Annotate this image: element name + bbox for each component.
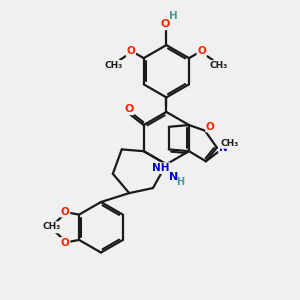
Text: NH: NH <box>152 163 170 173</box>
Text: CH₃: CH₃ <box>105 61 123 70</box>
Text: O: O <box>160 19 170 29</box>
Text: N: N <box>169 172 178 182</box>
Text: H: H <box>169 11 178 21</box>
Text: CH₃: CH₃ <box>43 222 61 231</box>
Text: CH₃: CH₃ <box>210 61 228 70</box>
Text: O: O <box>206 122 215 131</box>
Text: O: O <box>61 207 70 217</box>
Text: O: O <box>197 46 206 56</box>
Text: O: O <box>124 104 134 114</box>
Text: O: O <box>61 238 70 248</box>
Text: CH₃: CH₃ <box>220 139 239 148</box>
Text: H: H <box>176 177 184 187</box>
Text: CH₃: CH₃ <box>43 224 61 232</box>
Text: N: N <box>219 142 228 153</box>
Text: O: O <box>127 46 135 56</box>
